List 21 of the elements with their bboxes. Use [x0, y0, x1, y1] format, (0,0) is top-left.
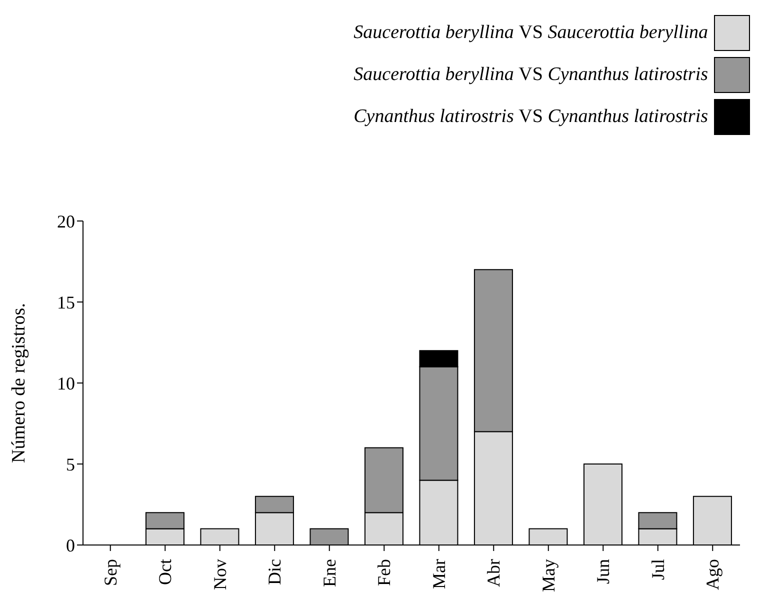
- x-tick-label: Nov: [210, 559, 230, 590]
- x-tick-label: Feb: [374, 559, 394, 586]
- x-tick-label: Jun: [593, 559, 614, 584]
- legend-label: Saucerottia beryllina VS Cynanthus latirostris: [354, 64, 708, 85]
- y-tick-label: 10: [57, 373, 75, 394]
- y-tick-label: 15: [57, 292, 75, 312]
- x-tick-label: Ago: [702, 559, 723, 590]
- x-tick-label: Ene: [319, 558, 340, 587]
- y-tick-label: 5: [66, 454, 75, 474]
- x-tick-label: Oct: [155, 559, 176, 585]
- y-tick-label: 0: [66, 535, 75, 556]
- x-tick-label: Dic: [264, 559, 285, 585]
- x-tick-label: May: [538, 559, 558, 592]
- x-tick-label: Jul: [648, 559, 668, 580]
- legend-label: Cynanthus latirostris VS Cynanthus latirostris: [354, 106, 708, 127]
- x-tick-label: Abr: [484, 559, 504, 587]
- x-tick-label: Sep: [100, 559, 120, 586]
- y-axis-title: Número de registros.: [8, 303, 30, 463]
- legend-label: Saucerottia beryllina VS Saucerottia beryllina: [354, 22, 708, 43]
- x-tick-label: Mar: [428, 559, 449, 589]
- y-tick-label: 20: [57, 211, 75, 232]
